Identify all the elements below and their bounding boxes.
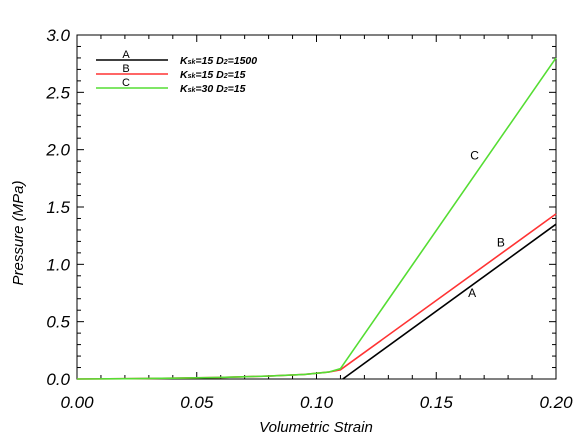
legend-desc-part: K xyxy=(180,83,189,95)
y-tick-label: 0.5 xyxy=(46,313,70,332)
legend-desc-part: K xyxy=(180,69,189,81)
curve-labels: C B A xyxy=(468,148,505,300)
series-line-c xyxy=(76,57,557,380)
y-axis-title: Pressure (MPa) xyxy=(10,180,27,285)
legend-desc-part: 2 xyxy=(223,73,228,80)
y-tick-label: 2.0 xyxy=(45,141,70,160)
series-lines xyxy=(76,57,557,380)
y-tick-label: 3.0 xyxy=(46,26,70,45)
legend-desc-part: sk xyxy=(188,87,197,94)
x-axis-title: Volumetric Strain xyxy=(259,419,373,436)
legend-code-a: A xyxy=(122,49,130,61)
legend-desc-c: Ksk=30 D2=15 xyxy=(180,83,246,95)
legend-code-b: B xyxy=(122,63,129,75)
curve-label-a: A xyxy=(468,286,476,300)
y-tick-label: 1.5 xyxy=(46,198,70,217)
legend-code-c: C xyxy=(122,77,130,89)
x-tick-label: 0.05 xyxy=(180,393,214,412)
x-tick-label: 0.10 xyxy=(300,393,334,412)
legend-desc-part: =15 D xyxy=(195,55,224,67)
series-line-a xyxy=(342,223,557,380)
y-tick-label: 0.0 xyxy=(46,370,70,389)
legend-desc-part: sk xyxy=(188,59,197,66)
x-tick-labels: 0.00 0.05 0.10 0.15 0.20 xyxy=(60,393,573,412)
y-tick-labels: 0.0 0.5 1.0 1.5 2.0 2.5 3.0 xyxy=(45,26,70,389)
y-tick-label: 1.0 xyxy=(46,255,70,274)
legend-desc-part: =15 xyxy=(228,83,246,95)
curve-label-b: B xyxy=(497,236,505,250)
x-tick-label: 0.20 xyxy=(539,393,573,412)
legend-desc-part: =15 xyxy=(228,69,246,81)
legend-desc-part: =30 D xyxy=(195,83,224,95)
legend-desc-part: 2 xyxy=(223,87,228,94)
legend-desc-a: Ksk=15 D2=1500 xyxy=(180,55,257,67)
legend-desc-b: Ksk=15 D2=15 xyxy=(180,69,246,81)
x-tick-label: 0.00 xyxy=(60,393,94,412)
plot-frame xyxy=(76,34,557,380)
legend-desc-part: sk xyxy=(188,73,197,80)
legend-desc-part: =1500 xyxy=(228,55,258,67)
legend-desc-part: K xyxy=(180,55,189,67)
x-tick-label: 0.15 xyxy=(420,393,454,412)
legend-desc-part: 2 xyxy=(223,59,228,66)
curve-label-c: C xyxy=(470,148,479,162)
legend-desc-part: =15 D xyxy=(195,69,224,81)
y-tick-label: 2.5 xyxy=(45,83,70,102)
